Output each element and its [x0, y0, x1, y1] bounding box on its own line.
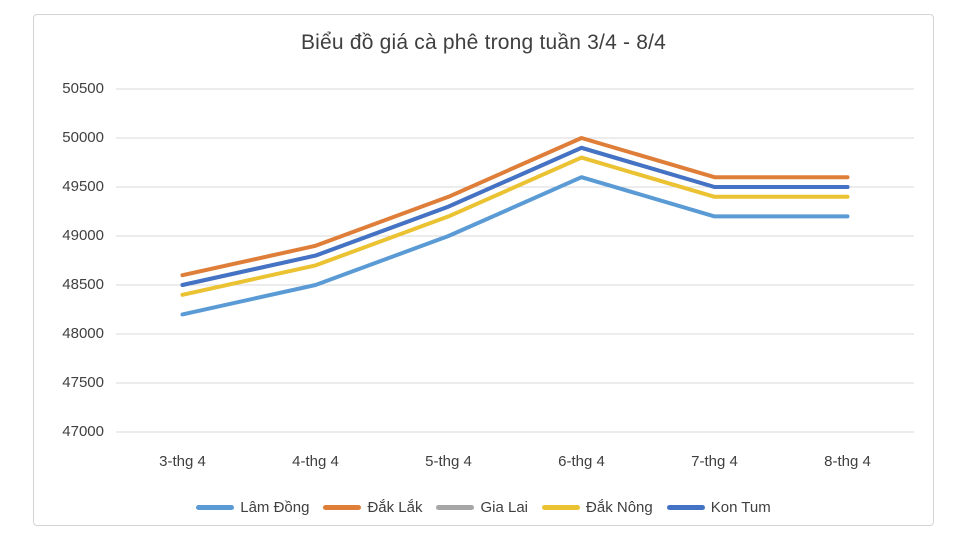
- y-tick-label: 47000: [62, 423, 104, 440]
- legend-line-swatch-icon: [323, 504, 362, 510]
- legend-label: Đắk Nông: [586, 498, 653, 516]
- series-line-lâm-đồng: [180, 175, 850, 317]
- legend-label: Gia Lai: [480, 498, 529, 516]
- x-tick-label: 4-thg 4: [292, 453, 339, 470]
- x-tick-label: 3-thg 4: [159, 453, 206, 470]
- legend-item: Đắk Lắk: [323, 499, 422, 516]
- y-tick-label: 50500: [62, 80, 104, 97]
- chart-title: Biểu đồ giá cà phê trong tuần 3/4 - 8/4: [300, 31, 667, 54]
- y-tick-label: 47500: [62, 374, 104, 391]
- y-tick-label: 48000: [62, 325, 104, 342]
- y-tick-label: 49500: [62, 178, 104, 195]
- legend-line-swatch-icon: [666, 504, 705, 510]
- series-line-kon-tum: [180, 145, 850, 287]
- legend-item: Đắk Nông: [542, 499, 653, 516]
- legend-label: Đắk Lắk: [367, 498, 423, 516]
- legend-item: Kon Tum: [666, 498, 771, 516]
- series-line-đắk-nông: [180, 155, 850, 297]
- x-tick-label: 8-thg 4: [824, 453, 871, 470]
- y-tick-label: 50000: [62, 129, 104, 146]
- chart-container: Biểu đồ giá cà phê trong tuần 3/4 - 8/4 …: [33, 14, 934, 526]
- legend: Lâm Đồng Đắk Lắk Gia Lai Đắk Nông Kon Tum: [34, 497, 933, 517]
- x-tick-label: 5-thg 4: [425, 453, 472, 470]
- y-tick-label: 48500: [62, 276, 104, 293]
- legend-item: Gia Lai: [436, 499, 528, 516]
- legend-label: Kon Tum: [710, 498, 771, 516]
- series-line-đắk-lắk: [180, 136, 850, 278]
- legend-item: Lâm Đồng: [196, 499, 309, 516]
- x-tick-label: 6-thg 4: [558, 453, 605, 470]
- plot-area: [116, 88, 914, 433]
- legend-line-swatch-icon: [542, 504, 581, 510]
- x-tick-label: 7-thg 4: [691, 453, 738, 470]
- legend-label: Lâm Đồng: [240, 498, 310, 516]
- legend-line-swatch-icon: [196, 504, 235, 510]
- legend-line-swatch-icon: [436, 504, 475, 510]
- y-tick-label: 49000: [62, 227, 104, 244]
